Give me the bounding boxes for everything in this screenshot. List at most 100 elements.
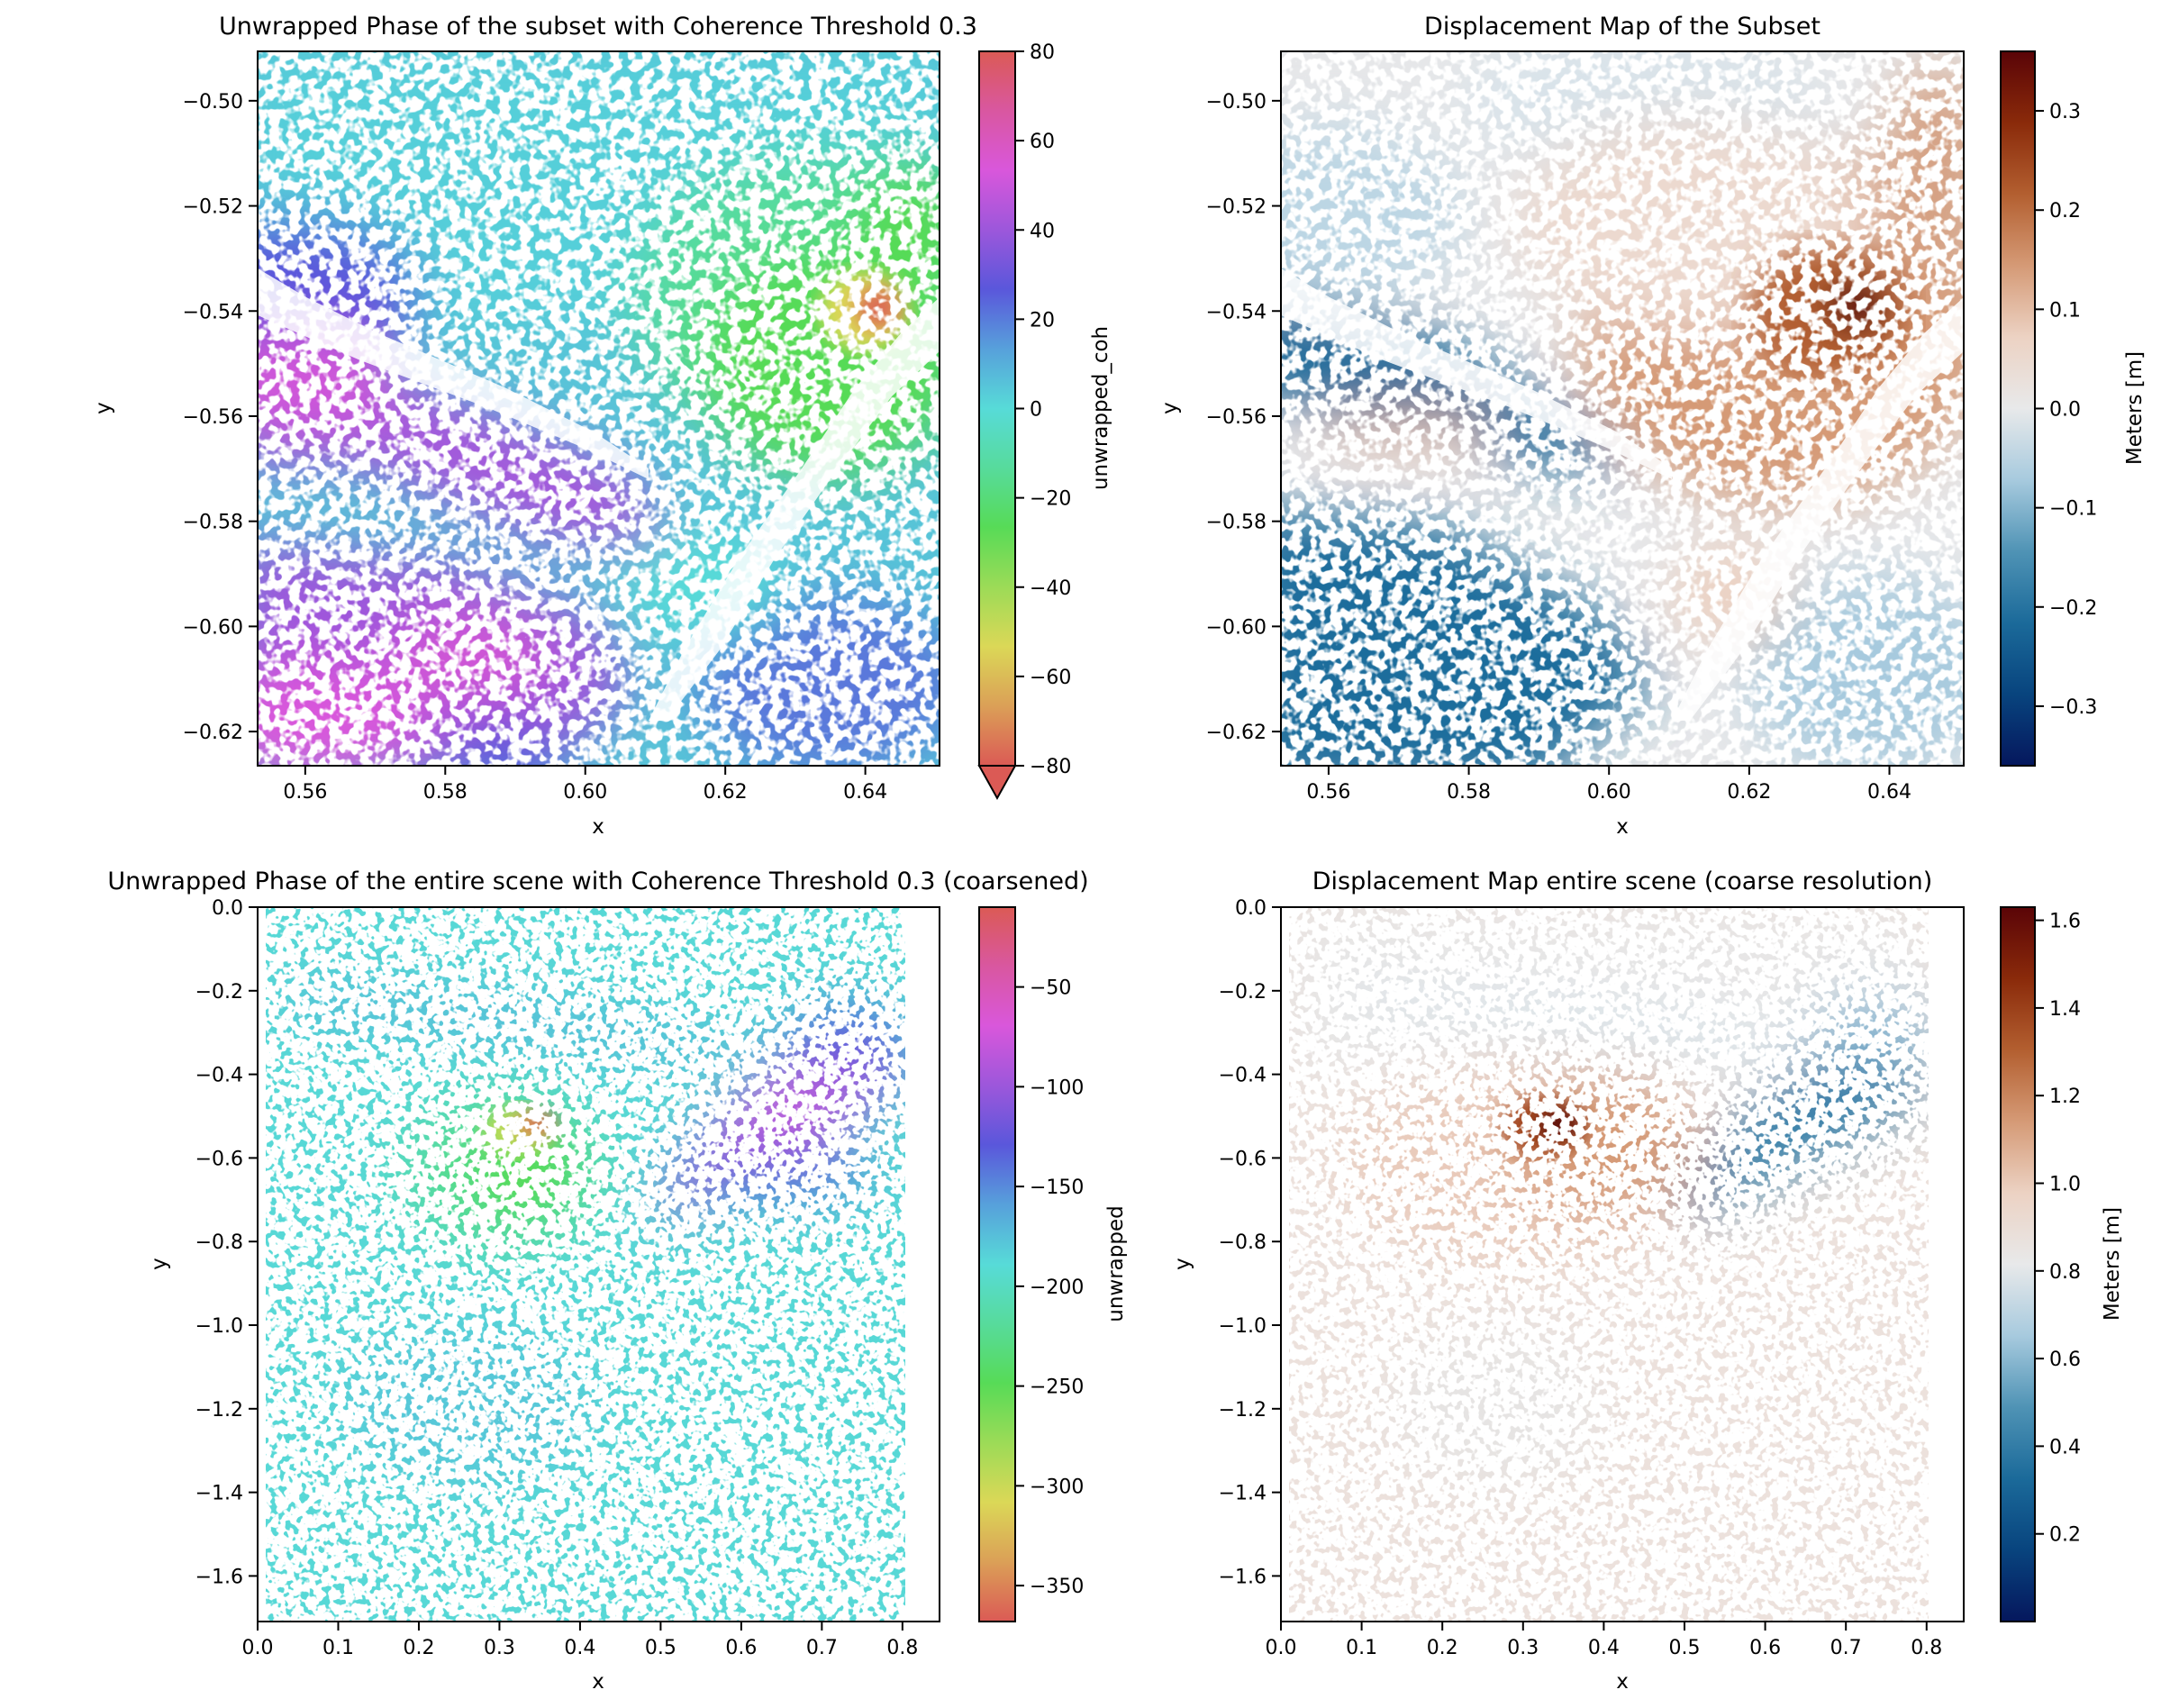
- y-tick-label: 0.0: [1235, 897, 1267, 920]
- x-tick-label: 0.56: [1306, 781, 1350, 804]
- y-axis-label: y: [1158, 402, 1182, 414]
- colorbar-tick-label: −200: [1030, 1276, 1084, 1299]
- x-tick-label: 0.58: [423, 781, 468, 804]
- x-axis: 0.56 0.58 0.60 0.62 0.64: [1306, 766, 1911, 804]
- colorbar-tick-label: 0.0: [2049, 399, 2081, 422]
- y-tick-label: −0.58: [1206, 512, 1267, 534]
- colorbar-tick-label: −150: [1030, 1177, 1084, 1199]
- y-axis: −0.50 −0.52 −0.54 −0.56 −0.58 −0.60 −0.62: [1206, 91, 1281, 744]
- axes-frame: [257, 906, 940, 1622]
- x-tick-label: 0.0: [242, 1637, 274, 1659]
- x-tick-label: 0.60: [563, 781, 607, 804]
- colorbar-gradient: [2001, 907, 2035, 1622]
- colorbar-gradient: [979, 907, 1015, 1622]
- x-tick-label: 0.5: [1668, 1637, 1700, 1659]
- y-tick-label: −0.4: [1219, 1065, 1267, 1087]
- x-tick-label: 0.4: [1588, 1637, 1620, 1659]
- colorbar-tick-label: −0.2: [2049, 597, 2097, 620]
- chart-title: Displacement Map entire scene (coarse re…: [1312, 868, 1932, 895]
- heatmap-image: [258, 51, 940, 766]
- y-tick-label: −1.2: [1219, 1399, 1267, 1422]
- colorbar-tick-label: 0.1: [2049, 299, 2081, 322]
- colorbar-tick-label: 0.2: [2049, 1524, 2081, 1547]
- x-tick-label: 0.2: [403, 1637, 434, 1659]
- y-tick-label: −0.50: [183, 91, 243, 114]
- colorbar: 1.6 1.4 1.2 1.0 0.8 0.6 0.4 0.2 Meters [m]: [2000, 906, 2124, 1622]
- colorbar-label: Meters [m]: [2123, 351, 2147, 465]
- colorbar: −50 −100 −150 −200 −250 −300 −350 unwrapped: [978, 906, 1128, 1622]
- y-tick-label: −0.58: [183, 512, 243, 534]
- x-tick-label: 0.0: [1266, 1637, 1297, 1659]
- panel-scene-phase: Unwrapped Phase of the entire scene with…: [107, 868, 1128, 1694]
- colorbar-label: Meters [m]: [2101, 1207, 2124, 1321]
- colorbar-extend-min: [977, 765, 1017, 801]
- colorbar-tick-label: −50: [1030, 977, 1071, 1000]
- y-axis-label: y: [1171, 1258, 1194, 1270]
- y-axis: 0.0 −0.2 −0.4 −0.6 −0.8 −1.0 −1.2 −1.4 −1.6: [1219, 897, 1281, 1588]
- colorbar-tick-label: 80: [1030, 41, 1055, 64]
- y-tick-label: −0.2: [1219, 981, 1267, 1004]
- y-tick-label: −1.4: [195, 1483, 243, 1505]
- y-tick-label: −0.4: [195, 1065, 243, 1087]
- y-tick-label: −0.50: [1206, 91, 1267, 114]
- colorbar-tick-label: −0.3: [2049, 696, 2097, 719]
- colorbar-frame: [2000, 906, 2036, 1622]
- colorbar-label: unwrapped_coh: [1089, 326, 1112, 490]
- colorbar-tick-label: 0.6: [2049, 1349, 2081, 1371]
- panel-subset-phase: Unwrapped Phase of the subset with Coher…: [92, 13, 1112, 839]
- colorbar-ticks: −50 −100 −150 −200 −250 −300 −350: [1015, 977, 1084, 1598]
- colorbar: 80 60 40 20 0 −20 −40 −60 −80 unwrapped_coh: [977, 41, 1112, 801]
- x-axis: 0.0 0.1 0.2 0.3 0.4 0.5 0.6 0.7 0.8: [1266, 1622, 1942, 1659]
- colorbar-tick-label: 20: [1030, 309, 1055, 332]
- colorbar-tick-label: −80: [1030, 756, 1071, 778]
- fault-band-west: [258, 268, 649, 479]
- axes-frame: [1280, 906, 1965, 1622]
- colorbar-tick-label: 1.4: [2049, 998, 2081, 1021]
- x-tick-label: 0.6: [1749, 1637, 1781, 1659]
- speckle-mask: [1281, 51, 1964, 766]
- colorbar-tick-label: −20: [1030, 488, 1071, 511]
- colorbar-tick-label: 0.4: [2049, 1436, 2081, 1458]
- x-axis-label: x: [1616, 1670, 1629, 1694]
- y-tick-label: −0.56: [183, 406, 243, 429]
- y-tick-label: −0.52: [1206, 196, 1267, 219]
- x-tick-label: 0.58: [1447, 781, 1491, 804]
- x-tick-label: 0.5: [645, 1637, 676, 1659]
- y-tick-label: 0.0: [212, 897, 243, 920]
- colorbar-tick-label: 60: [1030, 131, 1055, 153]
- speckle-mask: [266, 907, 905, 1622]
- chart-title: Displacement Map of the Subset: [1424, 13, 1821, 41]
- x-tick-label: 0.60: [1587, 781, 1631, 804]
- y-tick-label: −1.0: [1219, 1315, 1267, 1338]
- y-tick-label: −1.0: [195, 1315, 243, 1338]
- x-tick-label: 0.56: [283, 781, 327, 804]
- x-tick-label: 0.4: [564, 1637, 595, 1659]
- colorbar-tick-label: 1.2: [2049, 1086, 2081, 1108]
- x-tick-label: 0.62: [1727, 781, 1771, 804]
- y-tick-label: −0.62: [1206, 722, 1267, 744]
- y-tick-label: −0.52: [183, 196, 243, 219]
- y-axis: 0.0 −0.2 −0.4 −0.6 −0.8 −1.0 −1.2 −1.4 −1.6: [195, 897, 258, 1588]
- axes-frame: [257, 50, 940, 767]
- x-tick-label: 0.64: [1867, 781, 1911, 804]
- colorbar-frame: [978, 906, 1016, 1622]
- x-tick-label: 0.3: [484, 1637, 515, 1659]
- heatmap-image: [266, 907, 905, 1622]
- x-axis-label: x: [592, 1670, 604, 1694]
- colorbar-tick-label: −0.1: [2049, 498, 2097, 521]
- colorbar-tick-label: −250: [1030, 1376, 1084, 1399]
- y-tick-label: −0.2: [195, 981, 243, 1004]
- y-tick-label: −0.54: [183, 301, 243, 323]
- colorbar-gradient: [2001, 51, 2035, 766]
- x-axis-label: x: [1616, 815, 1629, 839]
- colorbar-tick-label: 40: [1030, 220, 1055, 242]
- y-tick-label: −0.60: [183, 616, 243, 639]
- heatmap-image: [1281, 51, 1964, 766]
- x-tick-label: 0.64: [843, 781, 887, 804]
- y-tick-label: −0.60: [1206, 616, 1267, 639]
- fault-band-ne: [1672, 297, 1964, 721]
- colorbar-tick-label: 0.8: [2049, 1261, 2081, 1284]
- colorbar-ticks: 1.6 1.4 1.2 1.0 0.8 0.6 0.4 0.2: [2035, 911, 2081, 1547]
- colorbar: 0.3 0.2 0.1 0.0 −0.1 −0.2 −0.3 Meters [m]: [2000, 50, 2147, 767]
